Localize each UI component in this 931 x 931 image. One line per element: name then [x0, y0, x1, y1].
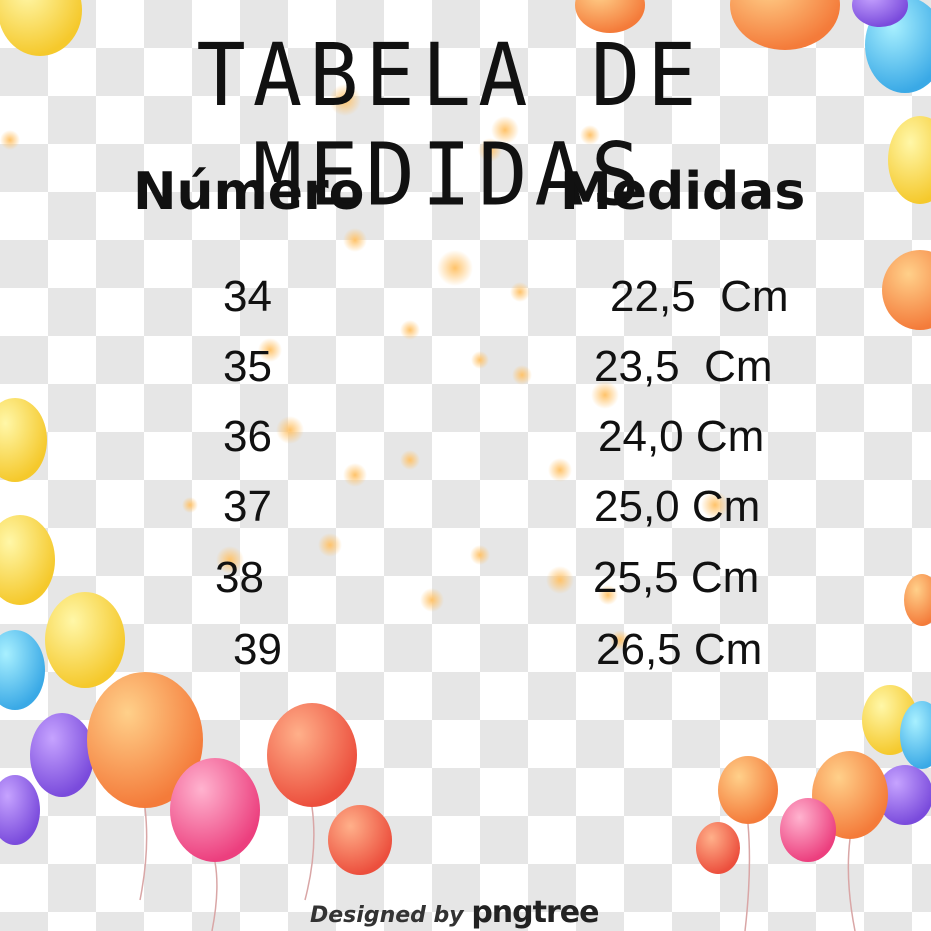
row-number: 38 [215, 553, 264, 602]
watermark-brand: pngtree [471, 895, 599, 930]
balloon-icon [267, 703, 357, 807]
balloon-icon [0, 775, 40, 845]
balloon-icon [780, 798, 836, 862]
balloon-icon [0, 630, 45, 710]
row-measure: 23,5 Cm [594, 342, 773, 391]
row-measure: 24,0 Cm [598, 412, 765, 461]
balloon-icon [0, 398, 47, 482]
row-number: 34 [223, 272, 272, 321]
column-header-number: Número [133, 162, 365, 222]
balloon-icon [575, 0, 645, 33]
balloon-icon [882, 250, 931, 330]
balloon-icon [888, 116, 931, 204]
balloon-icon [718, 756, 778, 824]
row-measure: 22,5 Cm [610, 272, 789, 321]
balloon-icon [730, 0, 840, 50]
watermark-prefix: Designed by [310, 903, 464, 928]
balloon-icon [900, 701, 931, 769]
balloon-icon [328, 805, 392, 875]
balloon-icon [87, 672, 203, 808]
row-number: 35 [223, 342, 272, 391]
balloon-icon [45, 592, 125, 688]
row-measure: 25,0 Cm [594, 482, 761, 531]
balloon-icon [696, 822, 740, 874]
balloon-icon [170, 758, 260, 862]
row-measure: 26,5 Cm [596, 625, 763, 674]
balloon-icon [30, 713, 94, 797]
balloon-icon [904, 574, 931, 626]
page-title: TABELA DE MEDIDAS [196, 26, 704, 226]
watermark: Designed by pngtree [310, 895, 599, 930]
balloon-icon [0, 515, 55, 605]
balloon-icon [877, 765, 931, 825]
row-number: 37 [223, 482, 272, 531]
row-number: 36 [223, 412, 272, 461]
column-header-measure: Medidas [560, 162, 806, 222]
balloon-icon [0, 0, 82, 56]
row-number: 39 [233, 625, 282, 674]
balloon-icon [852, 0, 908, 27]
row-measure: 25,5 Cm [593, 553, 760, 602]
